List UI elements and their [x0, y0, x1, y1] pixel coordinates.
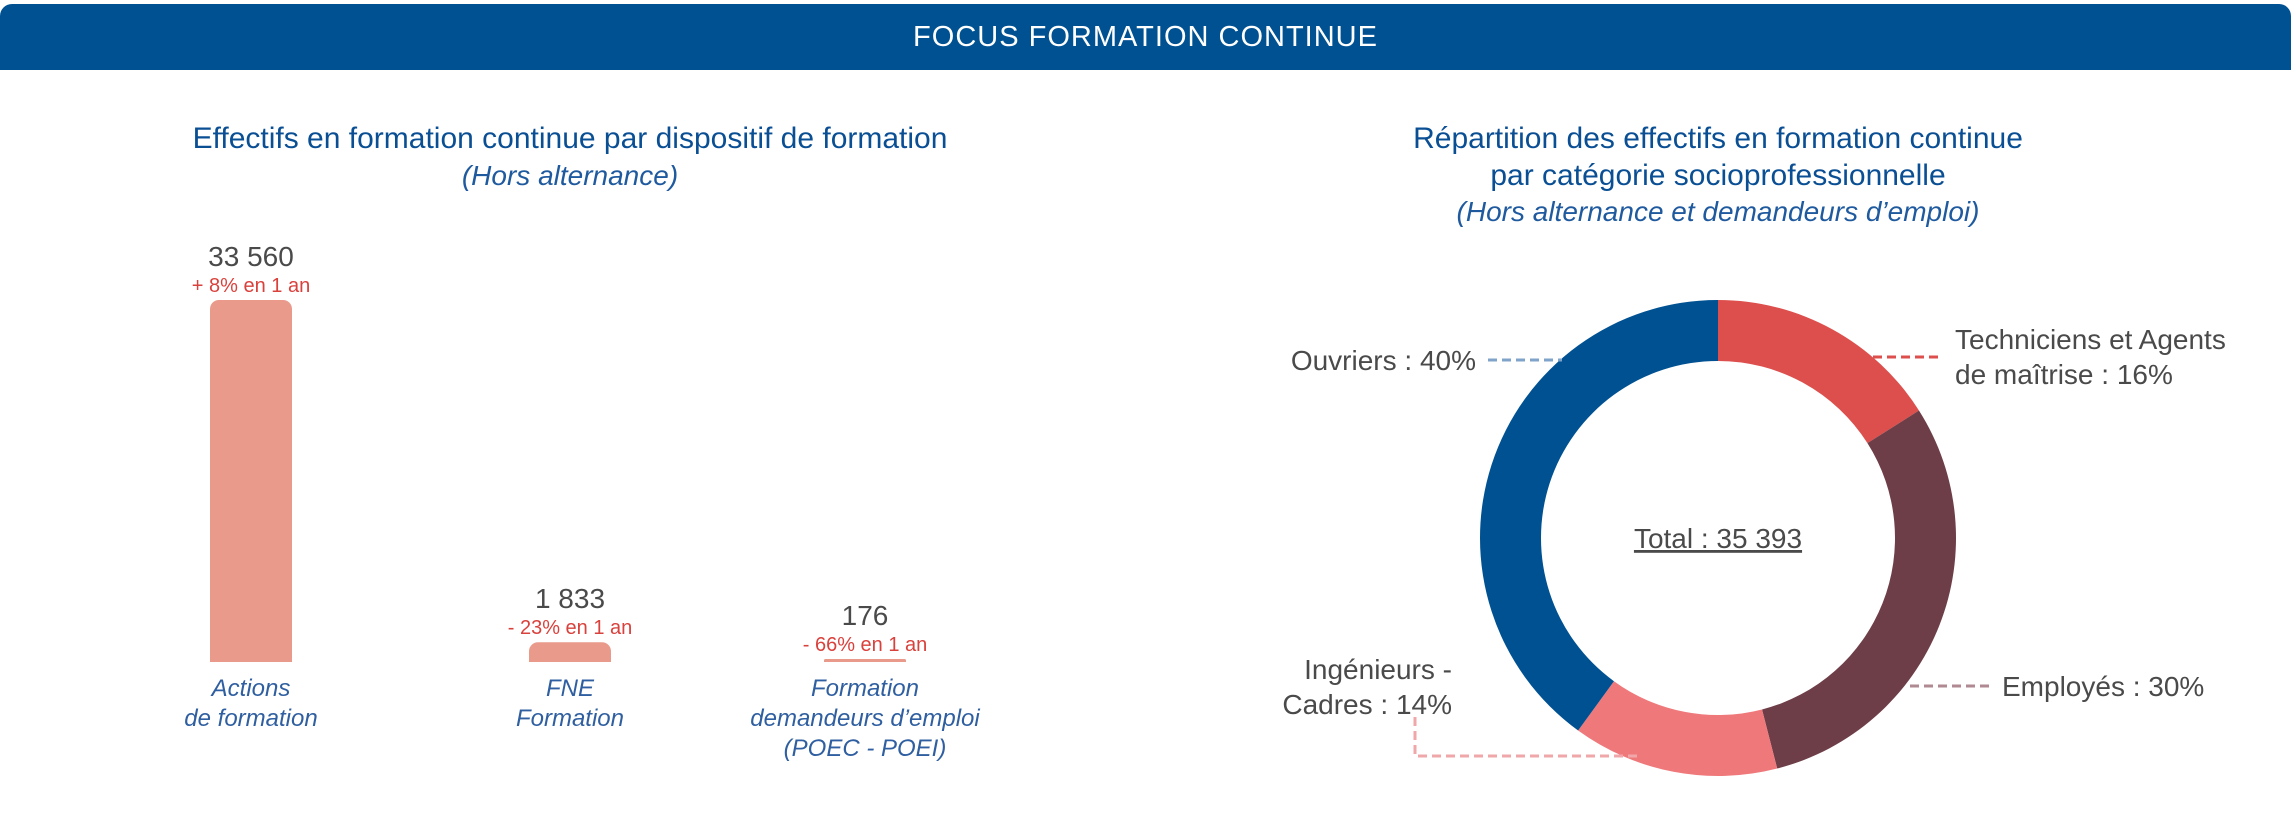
bar-value-label-0: 33 560	[208, 241, 294, 272]
donut-label-techniciens-1: de maîtrise : 16%	[1955, 359, 2173, 390]
leader-line-ingenieurs	[1413, 717, 1640, 758]
bar-category-label-2-2: (POEC - POEI)	[784, 735, 947, 762]
bar-category-label-0-0: Actions	[210, 675, 291, 702]
donut-chart-title-line-1: Répartition des effectifs en formation c…	[1413, 122, 2023, 155]
bar-category-label-1-1: Formation	[516, 705, 624, 732]
donut-label-ouvriers-0: Ouvriers : 40%	[1291, 345, 1476, 376]
donut-slice-techniciens	[1718, 300, 1919, 444]
bar-change-label-2: - 66% en 1 an	[803, 634, 928, 656]
donut-slice-ouvriers	[1479, 300, 1718, 731]
donut-label-ingenieurs-0: Ingénieurs -	[1304, 654, 1452, 685]
donut-slice-ingenieurs	[1578, 681, 1778, 777]
bar-change-label-1: - 23% en 1 an	[508, 617, 633, 639]
banner-title: FOCUS FORMATION CONTINUE	[913, 20, 1378, 53]
donut-label-techniciens-0: Techniciens et Agents	[1955, 324, 2226, 355]
bar-0	[210, 300, 292, 671]
bar-category-label-0-1: de formation	[184, 705, 317, 732]
bar-chart: 33 560 + 8% en 1 an Actions de formation 1 8…	[184, 241, 980, 762]
bar-change-label-0: + 8% en 1 an	[192, 275, 310, 297]
bar-value-label-1: 1 833	[535, 583, 605, 614]
banner: FOCUS FORMATION CONTINUE	[0, 4, 2291, 70]
bar-chart-subtitle: (Hors alternance)	[461, 160, 679, 191]
bar-category-label-1-0: FNE	[546, 675, 595, 702]
donut-chart-subtitle: (Hors alternance et demandeurs d’emploi)	[1456, 196, 1980, 227]
donut-chart-title-line-2: par catégorie socioprofessionnelle	[1490, 159, 1946, 192]
bar-value-label-2: 176	[842, 600, 889, 631]
donut-slice-employes	[1762, 410, 1956, 769]
donut-center-label: Total : 35 393	[1634, 523, 1802, 554]
bar-category-label-2-0: Formation	[811, 675, 919, 702]
donut-label-employes-0: Employés : 30%	[2002, 671, 2204, 702]
donut-label-ingenieurs-1: Cadres : 14%	[1282, 689, 1452, 720]
bar-category-label-2-1: demandeurs d’emploi	[750, 705, 980, 732]
bar-chart-title: Effectifs en formation continue par disp…	[192, 122, 948, 155]
